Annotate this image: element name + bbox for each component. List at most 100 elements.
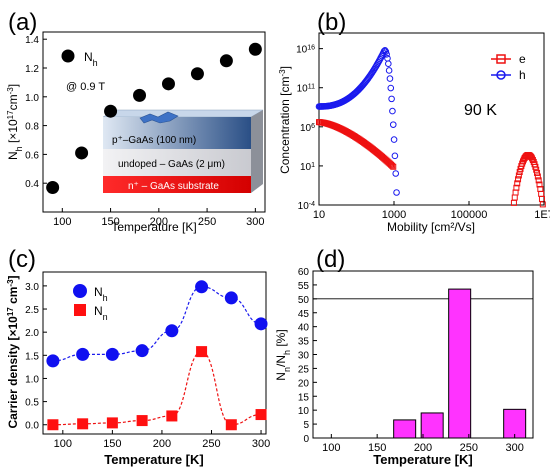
panel-d-ytick-label: 0 [303,434,309,445]
panel-b-e-point [516,169,523,176]
panel-b-h-point [388,95,395,103]
panel-b-ytick-label: 1011 [297,83,315,95]
panel-b-h-point [393,189,400,196]
panel-d-ylabel: Nn/Nh [%] [274,329,292,380]
panel-b-e-point [390,163,397,170]
panel-a-point [161,77,175,91]
panel-c-nn-point [47,419,59,431]
panel-a-point [46,181,60,195]
panel-a-xtick-label: 150 [101,216,119,228]
panel-b-e-point [533,166,540,173]
panel-c-xtick-label: 150 [103,438,121,450]
panel-b-ytick-label: 1016 [296,44,315,56]
panel-d-xticks: 100 150 200 250 300 [322,434,524,454]
panel-d-ytick-label: 40 [298,323,310,334]
panel-a-ytick-label: 1.0 [25,93,39,104]
panel-d-xtick-label: 200 [414,442,432,454]
panel-a-ytick-label: 0.6 [25,150,39,161]
panel-d-label: (d) [316,246,345,273]
panel-d-ytick-label: 20 [298,378,310,389]
panel-b-legend-h: h [519,68,526,82]
panel-a-ytick-label: 0.8 [25,122,39,133]
panel-b-xtick-label: 1E7 [534,209,550,221]
inset-layer-p-gaas [103,117,251,149]
panel-b-xtick-label: 10 [313,209,325,221]
panel-d-ytick-label: 10 [298,406,310,417]
panel-c-points [46,280,268,431]
panel-b-e-point [534,169,541,176]
panel-b-h-point [387,84,395,92]
panel-a-xticks: 100 150 200 250 300 [53,208,265,228]
panel-a-frame [42,31,266,213]
inset-layer-undoped-gaas [103,149,251,176]
inset-contact-shape [139,111,179,124]
panel-d-bar [503,408,527,439]
panel-a-point [248,42,262,56]
panel-a-label: (a) [8,9,37,36]
panel-c-xtick-label: 250 [202,438,220,450]
panel-d-xtick-label: 300 [505,442,523,454]
panel-b-e-point [529,155,536,162]
panel-b-curves [315,47,546,208]
panel-c-xlabel: Temperature [K] [104,452,203,467]
inset-layer-1-label: p⁺–GaAs (100 nm) [112,135,196,146]
panel-c-fit-nn [52,351,262,426]
panel-b-h-point [385,60,392,68]
panel-a-xtick-label: 200 [150,216,168,228]
panel-b-h-point [390,136,398,143]
panel-a-inset-layers: p⁺–GaAs (100 nm) undoped – GaAs (2 μm) n… [102,109,264,193]
panel-c-nh-point [105,347,119,361]
panel-a-annotation: @ 0.9 T [66,81,105,93]
panel-b-h-point [392,170,400,177]
panel-b-legend-h-marker [496,70,506,80]
panel-d-ytick-label: 25 [298,364,310,375]
panel-b-h-point [389,121,397,128]
panel-b-h-point [384,55,391,62]
panel-b-h-point [391,152,399,160]
panel-d-bar [448,288,472,439]
panel-c-nn-point [196,346,208,358]
panel-a-point [75,146,89,160]
panel-c-nn-point [136,415,148,427]
panel-c-nn-point [77,418,89,430]
panel-b-ylabel: Concentration [cm-3] [278,66,293,174]
panel-b-xtick-label: 1000 [382,209,406,221]
panel-a-legend-marker [61,49,75,63]
panel-b-e-point [511,194,518,201]
panel-a: (a) 100 150 200 250 300 0.4 0.6 0.8 1.0 1.2 1.4 T… [6,9,266,234]
panel-c-nn-point [255,409,267,421]
panel-c-ytick-label: 3.0 [25,282,39,293]
panel-c-nh-point [135,344,149,358]
panel-b-h-point [382,48,390,55]
panel-a-ytick-label: 1.2 [25,64,39,75]
panel-c-nh-point [46,354,60,368]
panel-b-xticks: 10 1000 100000 1E7 [313,201,550,221]
panel-b-label: (b) [317,9,346,36]
panel-d-xtick-label: 150 [368,442,386,454]
panel-b-h-point [389,107,396,115]
panel-b-e-point [538,190,545,197]
panel-b-e-point [513,184,520,191]
panel-a-xtick-label: 100 [53,216,71,228]
panel-b-ytick-label: 101 [300,161,315,173]
inset-layer-substrate [103,176,251,193]
panel-b-ytick-label: 106 [300,122,315,134]
panel-c-nh-point [195,280,209,294]
panel-c-legend-nh: Nh [94,285,108,303]
panel-d-bar [393,419,417,439]
panel-b: (b) 10 1000 100000 1E7 10-4 101 106 1011 1016 M… [278,9,550,234]
panel-b-h-point [381,47,389,54]
panel-a-point [190,67,204,81]
inset-layer-2-label: undoped – GaAs (2 μm) [118,159,225,170]
panel-b-e-point [389,162,396,169]
panel-c-nh-point [224,291,238,305]
panel-c-xticks: 100 150 200 250 300 [54,430,270,450]
panel-b-e-point [536,181,543,188]
panel-b-legend-e: e [519,52,526,66]
panel-c-legend-nn-marker [74,304,86,316]
panel-a-point [133,88,147,102]
panel-c-frame [42,271,267,435]
panel-d-ytick-label: 60 [298,267,310,278]
panel-d-yticks: 0 5 10 15 20 25 30 35 40 45 50 55 60 [298,267,317,445]
